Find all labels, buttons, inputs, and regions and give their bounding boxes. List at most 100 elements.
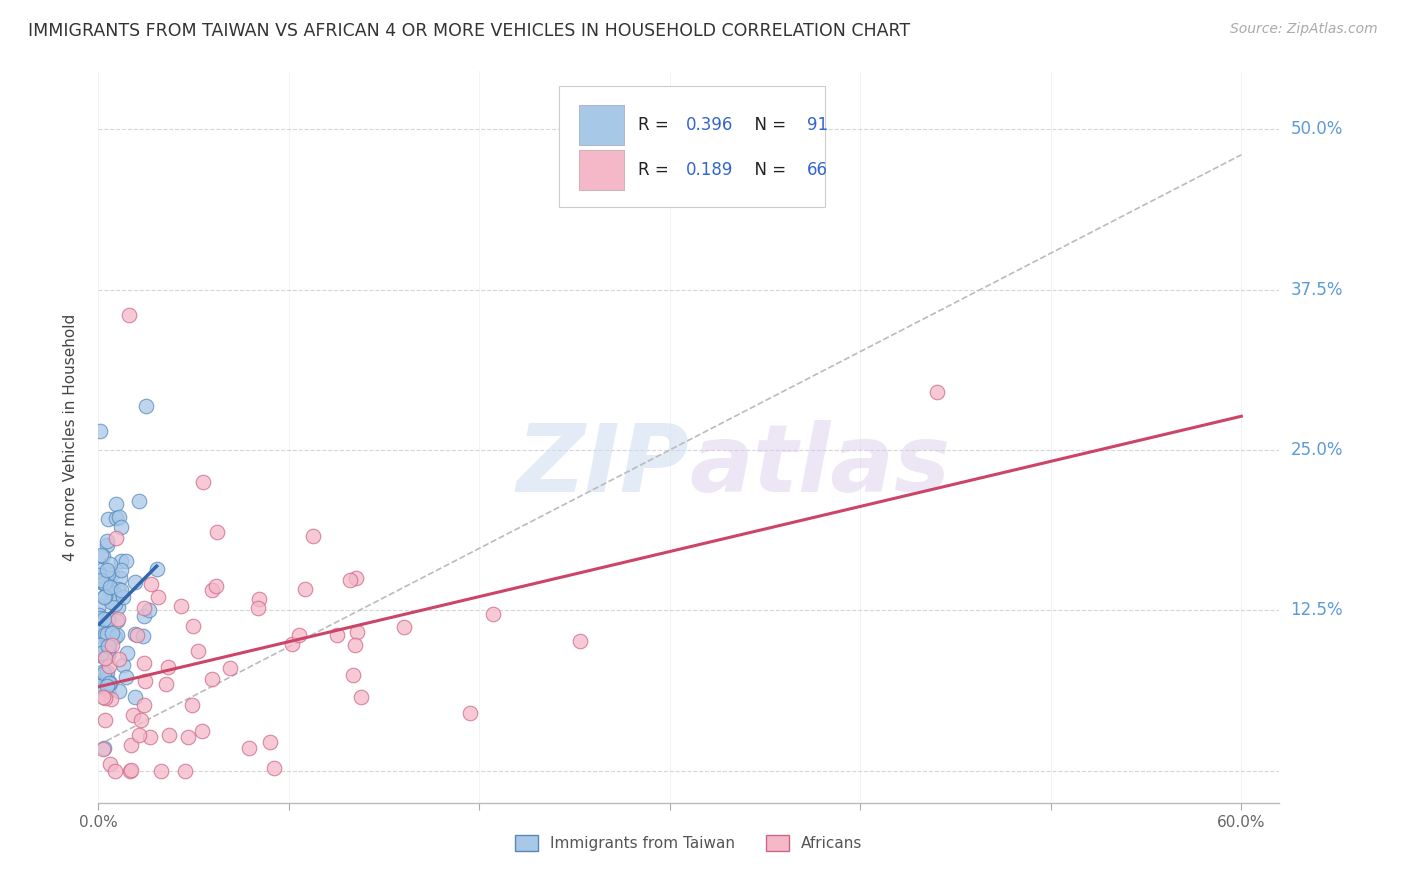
Point [98, 583, 121, 598]
Point [96, 538, 118, 552]
Text: 91: 91 [807, 116, 828, 134]
Point [100, 632, 122, 647]
Point [110, 554, 132, 568]
Point [138, 603, 160, 617]
Point [110, 520, 132, 534]
Point [115, 670, 138, 684]
Point [180, 698, 202, 712]
Point [90, 646, 112, 660]
Point [100, 692, 122, 706]
Point [157, 659, 180, 673]
Point [90, 573, 112, 587]
Text: R =: R = [638, 116, 673, 134]
Point [93, 590, 115, 604]
Point [96, 665, 118, 679]
Point [132, 608, 155, 623]
Point [97, 612, 120, 626]
Point [97, 648, 120, 663]
Point [346, 625, 368, 640]
FancyBboxPatch shape [560, 86, 825, 207]
Point [181, 619, 204, 633]
Point [98, 638, 121, 652]
Point [111, 591, 134, 605]
Point [98, 675, 121, 690]
Point [103, 586, 125, 600]
Point [219, 661, 242, 675]
Point [104, 497, 127, 511]
Point [205, 525, 228, 540]
Point [93, 740, 115, 755]
Point [90, 665, 112, 679]
Point [107, 612, 129, 626]
Point [170, 599, 193, 613]
Text: R =: R = [638, 161, 673, 179]
Point [94, 650, 117, 665]
Point [94, 690, 117, 705]
Point [91, 742, 114, 756]
Point [155, 677, 177, 691]
Point [259, 735, 281, 749]
Text: N =: N = [744, 161, 792, 179]
Text: IMMIGRANTS FROM TAIWAN VS AFRICAN 4 OR MORE VEHICLES IN HOUSEHOLD CORRELATION CH: IMMIGRANTS FROM TAIWAN VS AFRICAN 4 OR M… [28, 22, 910, 40]
Point [101, 626, 124, 640]
Point [98, 584, 121, 599]
Point [302, 529, 325, 543]
Point [107, 582, 129, 596]
Point [141, 577, 163, 591]
Point [105, 628, 128, 642]
Text: Source: ZipAtlas.com: Source: ZipAtlas.com [1230, 22, 1378, 37]
Bar [579, 150, 624, 190]
Point [94, 631, 117, 645]
Point [120, 738, 142, 752]
Point [96, 679, 118, 693]
Point [89, 424, 111, 438]
Point [94, 714, 117, 728]
Point [90, 548, 112, 562]
Point [263, 761, 285, 775]
Point [89, 648, 111, 662]
Point [93, 679, 115, 693]
Point [101, 567, 124, 582]
Point [98, 557, 121, 571]
Point [149, 764, 172, 778]
Point [97, 640, 120, 654]
Point [89, 598, 111, 612]
Point [205, 579, 228, 593]
Point [288, 628, 311, 642]
Point [128, 728, 150, 742]
Text: 0.189: 0.189 [685, 161, 733, 179]
Point [110, 582, 132, 597]
Point [132, 601, 155, 615]
Y-axis label: 4 or more Vehicles in Household: 4 or more Vehicles in Household [63, 313, 77, 561]
Point [135, 399, 157, 413]
Point [392, 620, 415, 634]
Point [108, 571, 131, 585]
Point [89, 679, 111, 693]
Point [100, 594, 122, 608]
Point [124, 627, 146, 641]
Point [201, 672, 224, 686]
Point [94, 574, 117, 589]
Point [191, 723, 214, 738]
Point [105, 614, 128, 628]
Point [247, 601, 270, 615]
Point [89, 638, 111, 652]
Text: N =: N = [744, 116, 792, 134]
Point [138, 730, 160, 744]
Point [115, 646, 138, 660]
Point [91, 641, 114, 656]
Point [93, 651, 115, 665]
Point [569, 634, 592, 648]
Point [89, 608, 111, 623]
Point [238, 740, 260, 755]
Point [129, 713, 152, 727]
Point [187, 643, 209, 657]
Point [127, 627, 149, 641]
Text: 66: 66 [807, 161, 828, 179]
Point [104, 630, 127, 644]
Point [104, 764, 127, 778]
Point [120, 764, 142, 778]
Point [145, 562, 167, 576]
Point [108, 651, 131, 665]
Text: 25.0%: 25.0% [1291, 441, 1343, 458]
